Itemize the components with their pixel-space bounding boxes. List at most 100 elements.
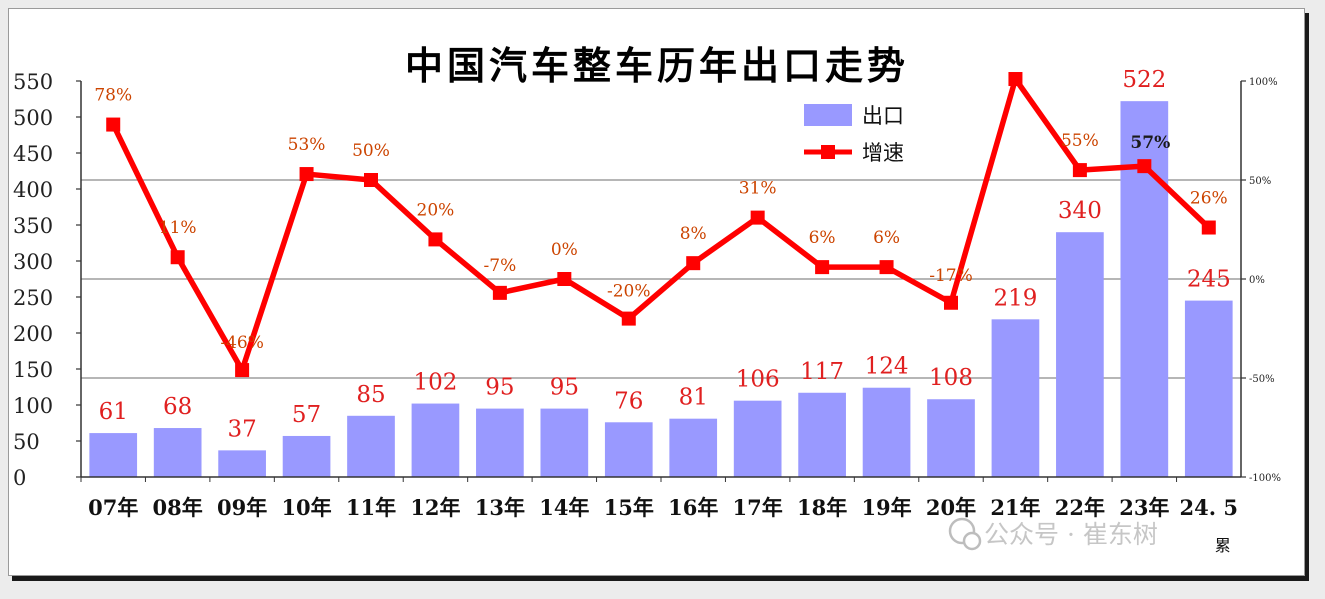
bar <box>669 418 718 477</box>
line-marker <box>1201 220 1216 235</box>
bar-label: 340 <box>1058 198 1102 224</box>
x-axis-tick-label: 20年 <box>926 495 976 520</box>
x-axis-tick-label: 17年 <box>733 495 783 520</box>
line-labels: 78% 11% -46% 53% 50% 20% -7% 0% -20% 8% 31% 6% 6% -17… <box>94 86 1227 354</box>
bar <box>282 435 331 477</box>
line-label: 55% <box>1061 131 1099 151</box>
x-axis-tick-label: 18年 <box>797 495 847 520</box>
x-axis-tick-label: 21年 <box>990 495 1040 520</box>
x-axis-tick-label: 24. 5 <box>1180 495 1238 520</box>
bar <box>347 415 395 477</box>
line-marker <box>235 363 250 378</box>
chart-title: 中国汽车整车历年出口走势 <box>405 43 909 88</box>
x-axis-tick-label: 22年 <box>1055 495 1105 520</box>
line-marker <box>1008 72 1023 87</box>
left-axis: 0 50 100 150 200 250 300 350 400 450 500 550 <box>13 70 82 490</box>
chart: 中国汽车整车历年出口走势 0 50 100 150 200 250 300 350 400 450… <box>13 43 1281 555</box>
line-label: 20% <box>417 200 455 220</box>
line-marker <box>106 117 121 132</box>
chart-frame: 中国汽车整车历年出口走势 0 50 100 150 200 250 300 350 400 450… <box>8 8 1305 576</box>
line-marker <box>170 250 185 265</box>
line-label: 31% <box>739 179 777 199</box>
bar-label: 102 <box>413 370 457 396</box>
line-label: -7% <box>484 256 517 276</box>
line-marker <box>428 232 443 247</box>
legend: 出口 增速 <box>804 104 904 165</box>
left-axis-tick-label: 350 <box>13 214 53 238</box>
x-axis-tick-label: 23年 <box>1119 495 1169 520</box>
bar-label: 124 <box>865 354 909 380</box>
line-label: -17% <box>929 266 973 286</box>
bar-series <box>89 101 1233 477</box>
right-axis-tick-label: 50% <box>1249 176 1271 187</box>
right-axis-tick-label: -50% <box>1249 374 1275 385</box>
line-label: 8% <box>680 224 707 244</box>
line-marker <box>686 256 701 271</box>
bar-label: 522 <box>1122 67 1166 93</box>
line-label: 0% <box>551 240 578 260</box>
left-axis-tick-label: 300 <box>13 250 53 274</box>
watermark: 公众号 · 崔东树 <box>948 517 1158 551</box>
line-marker <box>1137 159 1152 174</box>
x-axis-tick-label: 10年 <box>281 495 331 520</box>
bar-label: 57 <box>292 402 321 428</box>
line-label: 6% <box>873 228 900 248</box>
right-axis-tick-label: 100% <box>1249 77 1278 88</box>
watermark-text: 公众号 · 崔东树 <box>984 520 1158 549</box>
x-axis-tick-label: 09年 <box>217 495 267 520</box>
bar-label: 68 <box>163 394 192 420</box>
x-axis-tick-label: 12年 <box>410 495 460 520</box>
line-marker <box>815 260 830 275</box>
line-label: 11% <box>159 218 197 238</box>
left-axis-tick-label: 250 <box>13 286 53 310</box>
line-marker <box>299 167 314 182</box>
line-marker <box>750 210 765 225</box>
x-axis-tick-label: 15年 <box>604 495 654 520</box>
left-axis-tick-label: 500 <box>13 106 53 130</box>
x-axis-tick-label: 07年 <box>88 495 138 520</box>
bar <box>862 387 911 477</box>
bar-label: 108 <box>929 365 973 391</box>
legend-label-line: 增速 <box>862 141 904 165</box>
right-axis: -100% -50% 0% 50% 100% <box>1240 77 1281 484</box>
wechat-icon-inner <box>962 531 982 551</box>
bar-label: 245 <box>1187 267 1231 293</box>
x-axis-tick-label: 11年 <box>346 495 396 520</box>
line-label: 26% <box>1190 189 1228 209</box>
bar <box>153 428 202 477</box>
line-label: -46% <box>220 333 264 353</box>
left-axis-tick-label: 50 <box>13 430 40 454</box>
growth-line <box>110 76 1211 373</box>
line-marker <box>621 311 636 326</box>
bar-labels: 61 68 37 57 85 102 95 95 76 81 106 117 124 108 219 340 5… <box>99 67 1231 442</box>
bar <box>927 399 975 477</box>
line-marker <box>1072 163 1087 178</box>
line-marker <box>557 272 572 286</box>
line-marker <box>364 173 378 187</box>
x-axis: 07年 08年 09年 10年 11年 12年 13年 14年 15年 16年 17年 18年 19年 2… <box>80 476 1241 555</box>
x-axis-tick-label: 13年 <box>475 495 525 520</box>
line-label: 50% <box>352 141 390 161</box>
bar <box>604 422 653 477</box>
left-axis-tick-label: 0 <box>13 466 26 490</box>
bar-label: 81 <box>679 385 708 411</box>
line-label: 57% <box>1130 133 1170 153</box>
x-axis-tick-label: 16年 <box>668 495 718 520</box>
line-label: 53% <box>288 135 326 155</box>
right-axis-tick-label: -100% <box>1249 473 1281 484</box>
bar <box>1056 232 1104 477</box>
bar <box>540 408 589 477</box>
wechat-icon <box>948 517 976 545</box>
bar <box>411 403 460 477</box>
bar <box>476 408 524 477</box>
bar <box>1184 300 1233 477</box>
bar-label: 106 <box>736 367 780 393</box>
left-axis-tick-label: 150 <box>13 358 53 382</box>
x-axis-tick-label: 19年 <box>861 495 911 520</box>
line-series <box>106 72 1216 378</box>
line-label: -20% <box>607 282 651 302</box>
bar-label: 85 <box>356 382 385 408</box>
left-axis-tick-label: 400 <box>13 178 53 202</box>
bar <box>733 400 782 477</box>
bar-label: 95 <box>485 375 514 401</box>
